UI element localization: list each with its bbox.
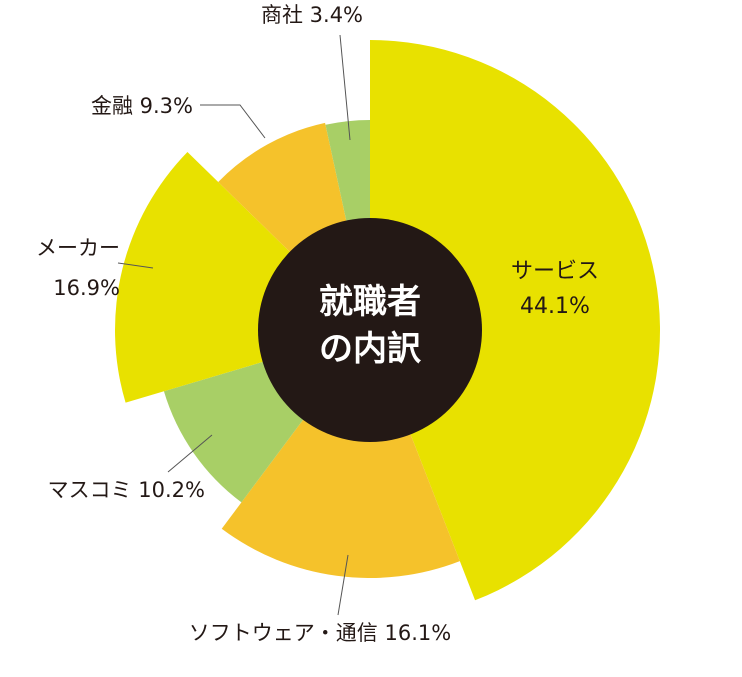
slice-label-2: ソフトウェア・通信 16.1% xyxy=(189,621,451,645)
slice-label-name: マスコミ xyxy=(48,478,132,502)
pie-slice-2 xyxy=(221,330,460,578)
slice-label-1: サービス 44.1% xyxy=(511,259,599,319)
slice-labels: サービス 44.1% ソフトウェア・通信 16.1% マスコミ 10.2% メーカー 16… xyxy=(36,3,599,645)
slice-label-value: 16.1% xyxy=(378,621,451,645)
slice-label-name: サービス xyxy=(511,259,599,284)
slice-label-name: 商社 xyxy=(261,3,303,27)
slice-label-5: 金融 9.3% xyxy=(91,94,193,118)
center-label-line-2: の内訳 xyxy=(319,329,422,369)
slice-label-name: ソフトウェア・通信 xyxy=(189,621,378,645)
pie-slice-1 xyxy=(370,40,660,601)
slice-label-4: メーカー 16.9% xyxy=(36,236,120,300)
leader-line-6 xyxy=(339,34,351,141)
leader-line-5 xyxy=(200,104,266,139)
leader-lines xyxy=(117,34,351,616)
slice-label-value: 10.2% xyxy=(132,478,205,502)
leader-line-2 xyxy=(337,554,349,616)
center-label-line-1: 就職者 xyxy=(319,282,421,322)
slice-label-value: 16.9% xyxy=(53,276,120,300)
pie-slices xyxy=(115,40,660,601)
center-disc xyxy=(258,218,482,442)
slice-label-3: マスコミ 10.2% xyxy=(48,478,205,502)
slice-label-value: 44.1% xyxy=(520,294,590,319)
slice-label-name: メーカー xyxy=(36,236,120,260)
slice-label-value: 9.3% xyxy=(133,94,193,118)
leader-line-3 xyxy=(167,434,213,473)
leader-line-4 xyxy=(117,262,154,269)
slice-label-value: 3.4% xyxy=(303,3,363,27)
slice-label-name: 金融 xyxy=(91,94,133,118)
slice-label-6: 商社 3.4% xyxy=(261,3,363,27)
